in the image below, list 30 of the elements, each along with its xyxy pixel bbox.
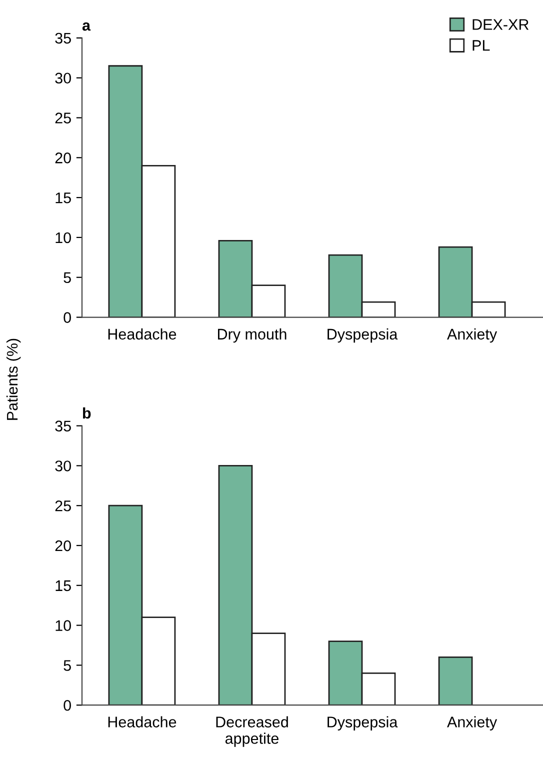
y-tick-label: 25 [55, 112, 71, 124]
x-tick-label: Headache [108, 716, 176, 728]
chart-title: b [83, 407, 91, 419]
y-tick-label: 20 [55, 540, 71, 552]
y-tick-label: 35 [55, 32, 71, 44]
y-tick-label: 25 [55, 500, 71, 512]
y-tick-label: 35 [55, 420, 71, 432]
y-tick-label: 10 [56, 620, 71, 631]
x-tick-label: Decreased appetite [216, 716, 288, 747]
y-tick-label: 20 [55, 152, 71, 164]
x-tick-label: Dyspepsia [328, 716, 398, 730]
legend-label: DEX-XR [472, 19, 529, 30]
y-tick-label: 5 [64, 272, 71, 284]
y-tick-label: 15 [56, 580, 71, 592]
x-tick-label: Dyspepsia [328, 328, 398, 343]
y-tick-label: 5 [64, 660, 71, 671]
y-tick-label: 15 [56, 192, 71, 204]
y-tick-label: 0 [64, 700, 71, 711]
y-tick-label: 30 [55, 72, 71, 84]
chart-title: a [82, 22, 91, 31]
x-tick-label: Anxiety [447, 716, 498, 730]
bar [438, 656, 473, 706]
x-tick-label: Anxiety [447, 328, 498, 343]
y-tick-label: 10 [56, 232, 71, 244]
legend-label: PL [472, 40, 490, 51]
y-tick-label: 30 [55, 460, 71, 472]
x-tick-label: Headache [108, 328, 176, 340]
y-axis-title: Patients (%) [6, 338, 21, 420]
y-tick-label: 0 [64, 312, 71, 323]
x-tick-label: Dry mouth [218, 328, 286, 343]
